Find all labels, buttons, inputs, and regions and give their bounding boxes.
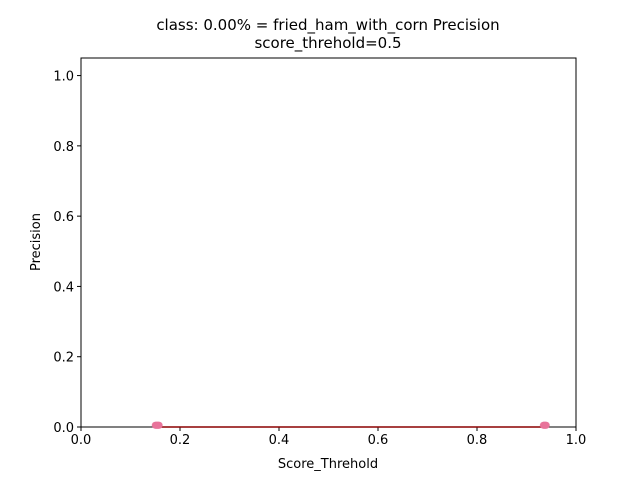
x-axis-ticks: 0.0 0.2 0.4 0.6 0.8 1.0	[71, 427, 587, 448]
data-point	[542, 421, 550, 429]
plot-frame	[80, 57, 577, 428]
x-tick-label: 0.4	[269, 433, 290, 448]
x-tick-label: 1.0	[566, 433, 587, 448]
chart-title-line2: score_threhold=0.5	[254, 34, 402, 52]
x-tick-label: 0.8	[467, 433, 488, 448]
y-tick-label: 0.2	[53, 351, 74, 366]
y-tick-label: 0.8	[53, 140, 74, 155]
chart-title-line1: class: 0.00% = fried_ham_with_corn Preci…	[156, 16, 500, 34]
y-tick-label: 0.4	[53, 280, 74, 295]
y-tick-label: 0.0	[53, 421, 74, 436]
y-axis-label: Precision	[29, 213, 44, 271]
data-series	[151, 421, 550, 429]
y-tick-label: 1.0	[53, 70, 74, 85]
x-axis-label: Score_Threhold	[278, 457, 378, 472]
x-tick-label: 0.0	[71, 433, 92, 448]
x-tick-label: 0.6	[368, 433, 389, 448]
x-tick-label: 0.2	[170, 433, 191, 448]
data-point	[155, 421, 163, 429]
y-tick-label: 0.6	[53, 210, 74, 225]
y-axis-ticks: 0.0 0.2 0.4 0.6 0.8 1.0	[53, 70, 81, 436]
